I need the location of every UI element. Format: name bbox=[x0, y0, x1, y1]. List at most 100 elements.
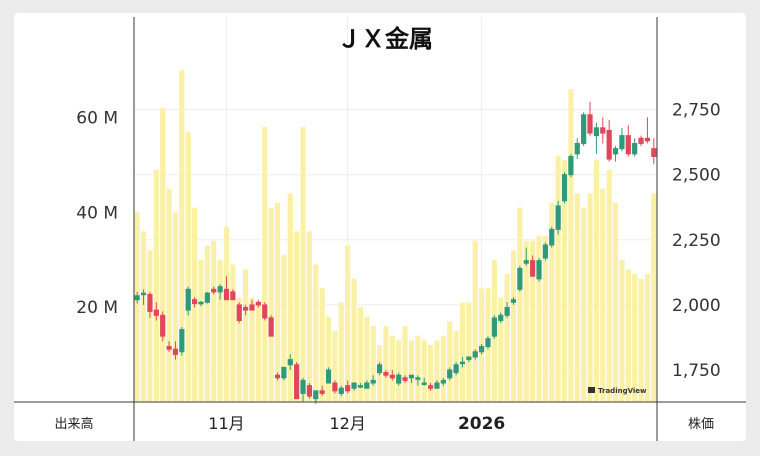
candle-body bbox=[606, 129, 612, 160]
volume-bar bbox=[230, 264, 236, 402]
candle bbox=[236, 302, 242, 324]
volume-bar bbox=[574, 193, 580, 402]
candle bbox=[549, 226, 555, 248]
candle-body bbox=[376, 364, 383, 374]
candle bbox=[574, 138, 580, 160]
volume-bar bbox=[427, 345, 434, 402]
candle bbox=[434, 380, 440, 389]
volume-bar bbox=[447, 321, 453, 402]
candle-body bbox=[574, 142, 580, 155]
candle bbox=[523, 247, 529, 266]
volume-bar bbox=[434, 340, 440, 402]
volume-bar bbox=[345, 245, 351, 402]
candle bbox=[294, 362, 300, 400]
candle-body bbox=[478, 346, 485, 353]
volume-bar bbox=[211, 240, 217, 402]
volume-bar bbox=[396, 340, 402, 402]
volume-bar bbox=[466, 302, 472, 402]
candle-body bbox=[345, 385, 351, 392]
time-tick-label: 2026 bbox=[458, 414, 505, 434]
candle bbox=[498, 312, 504, 324]
price-tick-label: 1,750 bbox=[672, 361, 721, 381]
volume-bar bbox=[185, 131, 191, 402]
volume-bar bbox=[255, 302, 261, 402]
candle-body bbox=[530, 260, 536, 277]
candle bbox=[338, 385, 344, 397]
volume-bar bbox=[332, 330, 338, 402]
candle-body bbox=[134, 295, 140, 301]
candle bbox=[223, 276, 230, 301]
candle bbox=[364, 380, 370, 389]
time-tick-label: 12月 bbox=[329, 414, 365, 433]
candle-body bbox=[466, 356, 472, 361]
volume-bar bbox=[593, 160, 599, 402]
candle bbox=[568, 153, 574, 178]
volume-bar bbox=[166, 188, 172, 402]
volume-tick-label: 20 M bbox=[76, 298, 118, 318]
candle-body bbox=[306, 385, 313, 397]
volume-bar bbox=[313, 264, 319, 402]
candle-body bbox=[140, 292, 147, 296]
volume-bar bbox=[300, 127, 306, 402]
volume-bars bbox=[134, 70, 657, 403]
candle bbox=[160, 311, 166, 342]
candle bbox=[389, 370, 395, 381]
candle bbox=[140, 289, 147, 305]
volume-bar bbox=[472, 240, 478, 402]
candle-body bbox=[160, 314, 166, 337]
volume-bar bbox=[140, 231, 147, 402]
candle-body bbox=[587, 114, 593, 134]
candle-body bbox=[415, 377, 421, 380]
candle bbox=[619, 127, 625, 152]
candle bbox=[632, 138, 638, 157]
candle-body bbox=[612, 148, 619, 155]
watermark-label: TradingView bbox=[598, 387, 647, 395]
tradingview-logo-icon bbox=[588, 387, 595, 393]
candle bbox=[249, 299, 255, 311]
candle bbox=[587, 101, 593, 136]
volume-bar bbox=[530, 240, 536, 402]
volume-bar bbox=[160, 108, 166, 403]
volume-bar bbox=[402, 326, 408, 402]
candle-body bbox=[536, 260, 542, 280]
candle bbox=[281, 366, 287, 381]
price-tick-label: 2,000 bbox=[672, 296, 721, 316]
volume-bar bbox=[504, 274, 510, 402]
candle-body bbox=[166, 346, 172, 350]
candle-body bbox=[383, 372, 389, 376]
price-candles bbox=[134, 101, 657, 404]
candle bbox=[211, 286, 217, 295]
candle bbox=[191, 297, 198, 308]
candle bbox=[504, 302, 510, 318]
candle bbox=[370, 375, 376, 386]
candle-body bbox=[593, 127, 600, 137]
candle-body bbox=[427, 385, 434, 389]
volume-bar bbox=[243, 269, 249, 402]
candle-body bbox=[204, 292, 210, 303]
candle-body bbox=[338, 387, 344, 394]
candle-body bbox=[281, 366, 287, 379]
candle bbox=[230, 289, 236, 301]
stock-chart: 20 M 40 M 60 M 1,750 2,000 2,250 2,500 2,750 1… bbox=[14, 17, 746, 441]
candle bbox=[491, 315, 497, 339]
volume-axis-label: 出来高 bbox=[54, 416, 93, 432]
candle-body bbox=[300, 379, 306, 394]
candle bbox=[153, 302, 159, 321]
candle bbox=[255, 299, 261, 308]
candle bbox=[274, 372, 281, 381]
candle-body bbox=[447, 369, 453, 379]
candle bbox=[536, 258, 542, 282]
volume-bar bbox=[319, 288, 325, 402]
volume-bar bbox=[325, 316, 332, 402]
volume-bar bbox=[536, 236, 542, 402]
candle bbox=[198, 300, 204, 307]
volume-bar bbox=[223, 226, 230, 402]
candle-body bbox=[619, 135, 625, 150]
volume-bar bbox=[606, 169, 612, 402]
volume-bar bbox=[612, 202, 619, 402]
volume-bar bbox=[249, 297, 255, 402]
candle-body bbox=[440, 379, 446, 384]
volume-bar bbox=[262, 127, 268, 402]
candle-body bbox=[434, 382, 440, 389]
candle bbox=[459, 356, 466, 368]
